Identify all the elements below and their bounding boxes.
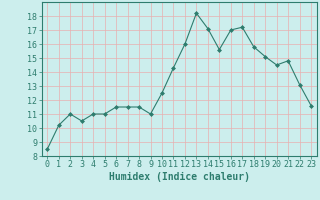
X-axis label: Humidex (Indice chaleur): Humidex (Indice chaleur) — [109, 172, 250, 182]
